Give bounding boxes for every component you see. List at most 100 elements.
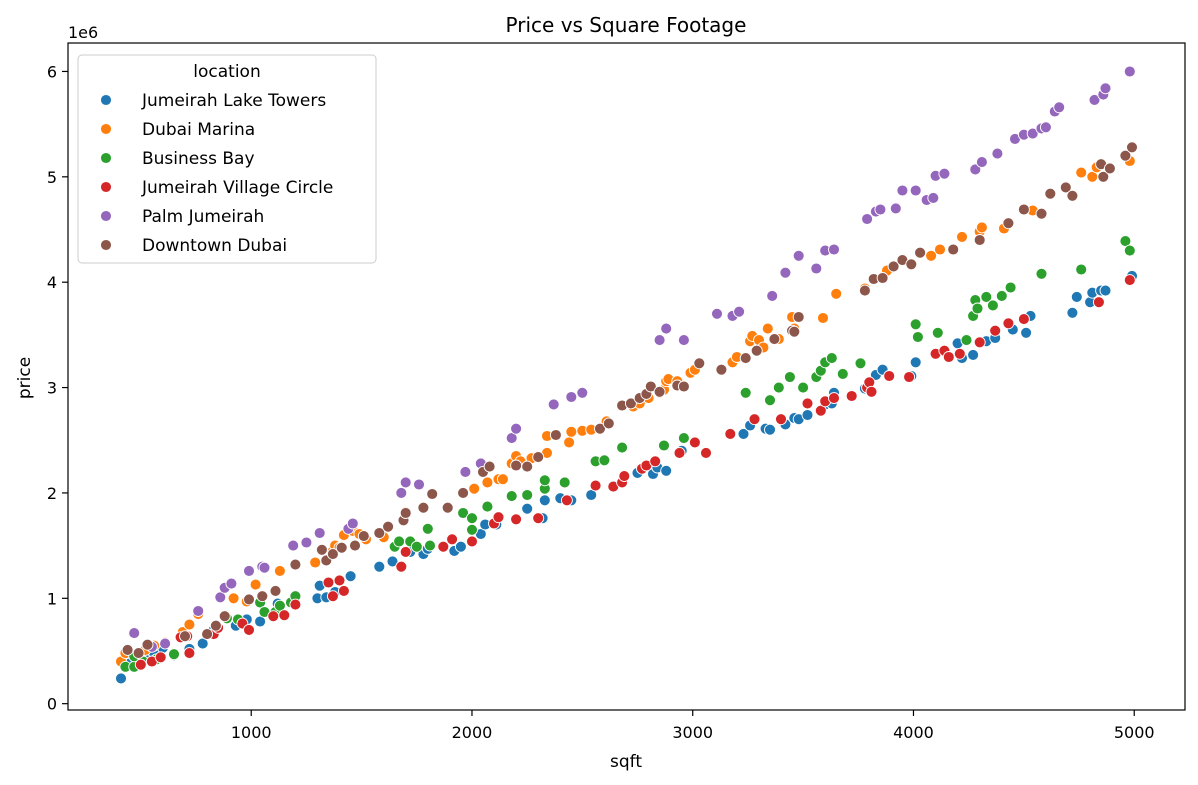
data-point — [399, 476, 412, 489]
data-point — [417, 501, 430, 514]
data-point — [660, 464, 673, 477]
data-point — [273, 564, 286, 577]
data-point — [817, 312, 829, 324]
data-point — [1088, 93, 1101, 106]
series-4 — [128, 65, 1136, 653]
data-point — [249, 578, 262, 591]
legend-marker — [100, 152, 112, 164]
data-point — [457, 486, 470, 499]
legend-label: Dubai Marina — [142, 120, 255, 140]
legend-label: Business Bay — [142, 149, 255, 169]
series-5 — [121, 141, 1138, 660]
data-point — [322, 576, 335, 589]
data-point — [616, 441, 629, 454]
data-point — [1059, 181, 1072, 194]
data-point — [309, 556, 322, 569]
data-point — [644, 380, 657, 393]
data-point — [521, 460, 534, 473]
legend-marker — [100, 210, 112, 222]
data-point — [858, 284, 871, 297]
x-tick-label: 4000 — [893, 723, 934, 742]
y-tick-label: 5 — [47, 168, 57, 187]
data-point — [792, 311, 805, 323]
data-point — [995, 289, 1008, 302]
data-point — [810, 262, 823, 275]
x-tick-label: 1000 — [231, 723, 272, 742]
data-point — [1075, 263, 1088, 276]
data-point — [183, 618, 196, 631]
data-point — [373, 527, 386, 539]
data-point — [887, 260, 900, 273]
legend-title: location — [193, 62, 260, 82]
data-point — [797, 381, 810, 394]
data-point — [510, 422, 523, 435]
legend: location Jumeirah Lake Towers Dubai Marin… — [77, 54, 377, 264]
data-point — [1070, 290, 1083, 303]
data-point — [845, 390, 858, 402]
series-3 — [134, 274, 1136, 671]
data-point — [989, 324, 1002, 337]
data-point — [914, 246, 927, 259]
x-tick-label: 3000 — [672, 723, 713, 742]
data-point — [764, 423, 776, 436]
data-point — [594, 422, 606, 435]
data-point — [883, 370, 896, 382]
y-tick-label: 6 — [47, 62, 57, 81]
data-point — [1017, 313, 1030, 326]
data-point — [779, 266, 792, 279]
y-axis-offset-label: 1e6 — [68, 23, 98, 42]
data-point — [421, 522, 434, 535]
data-point — [424, 539, 436, 552]
data-point — [783, 371, 796, 383]
legend-label: Jumeirah Village Circle — [141, 178, 333, 198]
legend-items: Jumeirah Lake Towers Dubai Marina Business… — [100, 91, 333, 256]
data-point — [179, 630, 191, 643]
data-point — [399, 507, 412, 519]
data-point — [589, 479, 602, 492]
data-point — [466, 523, 478, 536]
data-point — [1099, 284, 1112, 297]
legend-label: Jumeirah Lake Towers — [141, 91, 326, 111]
data-point — [510, 459, 523, 472]
data-point — [481, 500, 494, 513]
data-point — [688, 436, 701, 449]
data-point — [766, 289, 779, 302]
data-point — [333, 574, 346, 587]
data-point — [300, 536, 313, 549]
data-point — [344, 570, 357, 583]
data-point — [1119, 149, 1132, 162]
data-point — [382, 520, 395, 533]
data-point — [905, 258, 918, 271]
y-tick-label: 3 — [47, 379, 57, 398]
data-point — [168, 648, 180, 661]
data-point — [287, 539, 300, 552]
data-point — [313, 527, 326, 539]
data-point — [865, 385, 878, 398]
data-point — [649, 455, 662, 468]
data-point — [911, 331, 924, 343]
legend-marker — [100, 181, 112, 193]
data-point — [349, 539, 361, 552]
data-point — [801, 409, 814, 421]
data-point — [618, 470, 631, 483]
data-point — [563, 436, 576, 449]
data-point — [673, 446, 686, 459]
data-point — [861, 213, 874, 225]
data-point — [243, 593, 255, 606]
data-point — [159, 637, 172, 650]
data-point — [1044, 187, 1057, 200]
data-point — [227, 592, 240, 605]
data-point — [454, 540, 467, 553]
data-point — [1075, 166, 1088, 179]
data-point — [225, 577, 238, 590]
x-axis-ticks: 1000 2000 3000 4000 5000 — [231, 710, 1155, 742]
data-point — [510, 513, 523, 526]
data-point — [1017, 203, 1030, 216]
data-point — [1026, 127, 1039, 140]
plot-frame — [67, 42, 1186, 711]
data-point — [183, 647, 196, 660]
y-tick-label: 2 — [47, 484, 57, 503]
data-point — [748, 413, 761, 426]
data-point — [960, 334, 973, 347]
data-point — [441, 501, 454, 514]
